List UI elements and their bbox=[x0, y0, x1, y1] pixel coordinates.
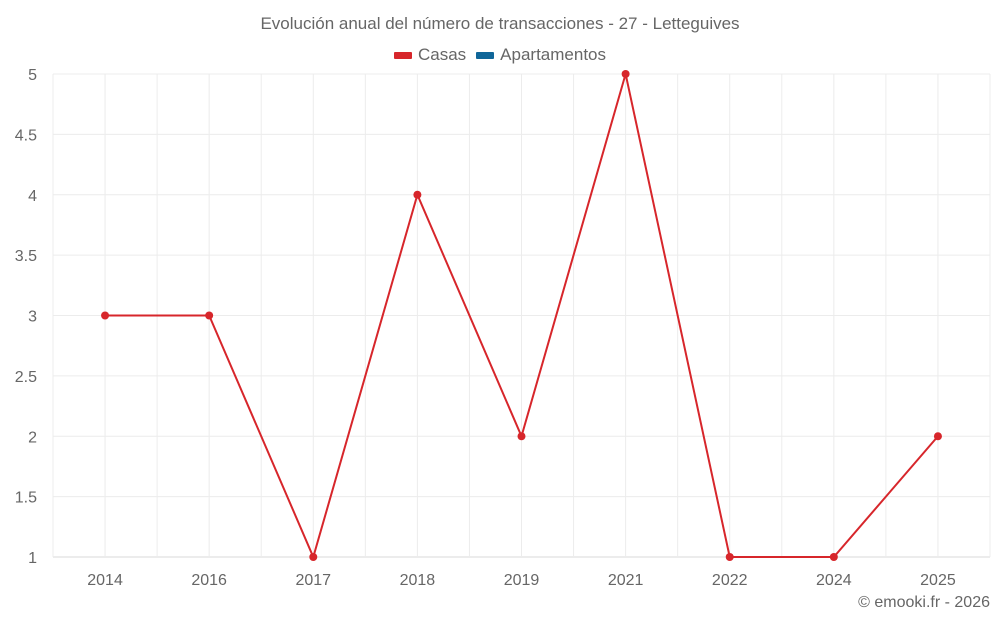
chart-title: Evolución anual del número de transaccio… bbox=[260, 14, 740, 33]
y-tick-label: 3 bbox=[28, 309, 37, 326]
data-point[interactable] bbox=[309, 553, 318, 561]
y-tick-label: 2 bbox=[28, 429, 37, 446]
chart-legend: Casas Apartamentos bbox=[0, 45, 1000, 65]
data-point[interactable] bbox=[725, 553, 734, 561]
legend-swatch-casas bbox=[393, 51, 412, 59]
credit-text: © emooki.fr - 2026 bbox=[858, 594, 990, 611]
y-tick-label: 3.5 bbox=[15, 248, 37, 265]
legend-item-casas[interactable]: Casas bbox=[393, 45, 467, 65]
y-tick-label: 5 bbox=[28, 67, 37, 84]
x-tick-label: 2022 bbox=[712, 572, 748, 589]
x-tick-label: 2016 bbox=[191, 572, 227, 589]
y-tick-label: 4 bbox=[28, 188, 37, 205]
x-tick-label: 2019 bbox=[504, 572, 540, 589]
y-tick-label: 4.5 bbox=[15, 127, 37, 144]
data-point[interactable] bbox=[413, 190, 422, 199]
x-tick-label: 2017 bbox=[295, 572, 331, 589]
x-tick-label: 2021 bbox=[608, 572, 644, 589]
x-tick-label: 2024 bbox=[816, 572, 852, 589]
x-tick-label: 2018 bbox=[400, 572, 436, 589]
data-point[interactable] bbox=[933, 432, 942, 441]
y-tick-label: 1.5 bbox=[15, 490, 37, 507]
data-point[interactable] bbox=[621, 70, 630, 78]
legend-item-apartamentos[interactable]: Apartamentos bbox=[476, 45, 606, 65]
y-tick-label: 1 bbox=[28, 550, 37, 567]
data-point[interactable] bbox=[829, 553, 838, 561]
data-point[interactable] bbox=[101, 311, 110, 320]
legend-label-apartamentos: Apartamentos bbox=[500, 45, 607, 64]
x-tick-label: 2014 bbox=[87, 572, 123, 589]
x-tick-label: 2025 bbox=[920, 572, 956, 589]
data-point[interactable] bbox=[205, 311, 214, 320]
legend-label-casas: Casas bbox=[417, 45, 467, 64]
y-tick-label: 2.5 bbox=[15, 369, 37, 386]
legend-swatch-apartamentos bbox=[476, 51, 495, 59]
data-point[interactable] bbox=[517, 432, 526, 441]
